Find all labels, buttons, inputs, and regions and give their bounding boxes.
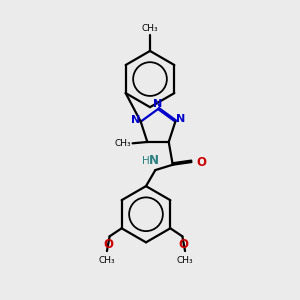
Text: N: N (149, 154, 159, 167)
Text: O: O (196, 155, 206, 169)
Text: O: O (179, 238, 189, 251)
Text: H: H (142, 156, 150, 166)
Text: CH₃: CH₃ (177, 256, 194, 265)
Text: CH₃: CH₃ (115, 139, 131, 148)
Text: O: O (103, 238, 113, 251)
Text: N: N (153, 99, 162, 109)
Text: CH₃: CH₃ (142, 24, 158, 33)
Text: N: N (131, 115, 140, 125)
Text: CH₃: CH₃ (99, 256, 115, 265)
Text: N: N (176, 114, 185, 124)
